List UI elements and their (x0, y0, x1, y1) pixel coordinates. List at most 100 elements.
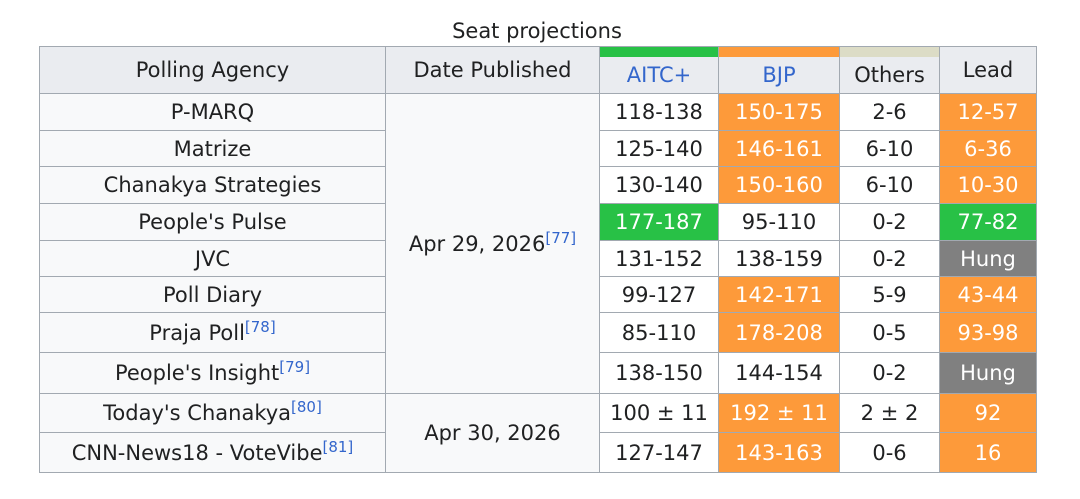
reference: [81] (322, 438, 353, 456)
agency-cell: Today's Chanakya[80] (39, 393, 386, 433)
row: CNN-News18 - VoteVibe[81] 127-147 143-163 0… (39, 432, 1037, 473)
reference-link[interactable]: [81] (322, 437, 354, 456)
agency: Today's Chanakya (103, 401, 292, 425)
others-cell: 0-2 (839, 203, 940, 241)
agency: JVC (194, 246, 231, 271)
header-cell: Polling Agency (39, 46, 386, 94)
aitc-cell: 99-127 (599, 276, 719, 313)
row: Praja Poll[78] 85-110 178-208 0-5 93-98 (39, 312, 1037, 353)
aitc-cell: 118-138 (599, 93, 719, 131)
others-cell: 0-5 (839, 312, 940, 353)
party-link[interactable]: BJP (762, 63, 796, 87)
date-cell: Apr 30, 2026 (385, 393, 600, 473)
others-cell: 6-10 (839, 166, 940, 204)
others-cell: 5-9 (839, 276, 940, 313)
aitc-cell: 177-187 (599, 203, 719, 241)
party-color (840, 47, 939, 57)
agency: Matrize (173, 136, 252, 161)
header-cell: Date Published (385, 46, 600, 94)
reference-link[interactable]: [77] (545, 228, 577, 247)
reference: [80] (291, 398, 322, 416)
aitc-cell: 138-150 (599, 352, 719, 394)
aitc-cell: 85-110 (599, 312, 719, 353)
row: P-MARQ Apr 29, 2026[77] 118-138 150-175 2-6 1… (39, 93, 1037, 394)
party-color (600, 47, 718, 57)
aitc-cell: 100 ± 11 (599, 393, 719, 433)
lead-cell: 12-57 (939, 93, 1037, 131)
lead-cell: 43-44 (939, 276, 1037, 313)
reference: [79] (279, 358, 310, 376)
reference-link[interactable]: [79] (279, 358, 311, 376)
lead-cell: 77-82 (939, 203, 1037, 241)
agency-cell: People's Insight[79] (39, 352, 386, 394)
agency: P-MARQ (170, 100, 255, 124)
row: Poll Diary 99-127 142-171 5-9 43-44 (39, 276, 1037, 313)
lead-cell: 92 (939, 393, 1037, 433)
reference: [77] (545, 229, 576, 247)
aitc-cell: 130-140 (599, 166, 719, 204)
others-cell: 0-2 (839, 240, 940, 277)
header-cell: BJP (718, 46, 840, 94)
header-cell: Lead (939, 46, 1037, 94)
party-link[interactable]: AITC+ (626, 63, 692, 87)
seat-table: Polling Agency Date Published AITC+ BJP … (39, 46, 1037, 473)
bjp-cell: 144-154 (718, 352, 840, 394)
agency: Praja Poll (149, 320, 245, 345)
row: People's Insight[79] 138-150 144-154 0-2 Hun… (39, 352, 1037, 394)
aitc-cell: 127-147 (599, 432, 719, 473)
row: JVC 131-152 138-159 0-2 Hung (39, 240, 1037, 277)
aitc-cell: 131-152 (599, 240, 719, 277)
caption: Seat projections (452, 19, 622, 43)
lead-cell: 6-36 (939, 130, 1037, 167)
others-cell: 2 ± 2 (839, 393, 940, 433)
row: Today's Chanakya[80] Apr 30, 2026 100 ± 11… (39, 393, 1037, 473)
lead-cell: 10-30 (939, 166, 1037, 204)
bjp-cell: 178-208 (718, 312, 840, 353)
bjp-cell: 146-161 (718, 130, 840, 167)
agency-cell: JVC (39, 240, 386, 277)
party-color (719, 47, 839, 57)
header-cell: AITC+ (599, 46, 719, 94)
date: Apr 30, 2026 (424, 421, 561, 445)
agency-cell: CNN-News18 - VoteVibe[81] (39, 432, 386, 473)
row: Chanakya Strategies 130-140 150-160 6-10 10-… (39, 166, 1037, 204)
bjp-cell: 138-159 (718, 240, 840, 277)
agency-cell: People's Pulse (39, 203, 386, 241)
others-cell: 0-6 (839, 432, 940, 473)
date: Apr 29, 2026 (408, 231, 546, 256)
header-cell: Others (839, 46, 940, 94)
lead-cell: Hung (939, 352, 1037, 394)
header-row: Polling Agency Date Published AITC+ BJP … (39, 46, 1037, 94)
lead-cell: 93-98 (939, 312, 1037, 353)
agency-cell: Chanakya Strategies (39, 166, 386, 204)
lead-cell: Hung (939, 240, 1037, 277)
bjp-cell: 95-110 (718, 203, 840, 241)
agency-cell: Poll Diary (39, 276, 386, 313)
agency-cell: P-MARQ (39, 93, 386, 131)
bjp-cell: 142-171 (718, 276, 840, 313)
bjp-cell: 150-175 (718, 93, 840, 131)
date-cell: Apr 29, 2026[77] (385, 93, 600, 394)
agency: People's Insight (114, 361, 280, 385)
bjp-cell: 143-163 (718, 432, 840, 473)
aitc-cell: 125-140 (599, 130, 719, 167)
reference-link[interactable]: [78] (244, 317, 276, 336)
agency: Chanakya Strategies (103, 173, 322, 197)
others-cell: 2-6 (839, 93, 940, 131)
lead-cell: 16 (939, 432, 1037, 473)
agency-cell: Praja Poll[78] (39, 312, 386, 353)
bjp-cell: 192 ± 11 (718, 393, 840, 433)
reference-link[interactable]: [80] (291, 398, 322, 416)
agency: Poll Diary (162, 282, 263, 307)
others-cell: 0-2 (839, 352, 940, 394)
row: Matrize 125-140 146-161 6-10 6-36 (39, 130, 1037, 167)
agency: CNN-News18 - VoteVibe (71, 440, 323, 465)
others-cell: 6-10 (839, 130, 940, 167)
agency: People's Pulse (138, 210, 287, 234)
header-text: Others (854, 63, 925, 87)
reference: [78] (245, 318, 276, 336)
agency-cell: Matrize (39, 130, 386, 167)
bjp-cell: 150-160 (718, 166, 840, 204)
